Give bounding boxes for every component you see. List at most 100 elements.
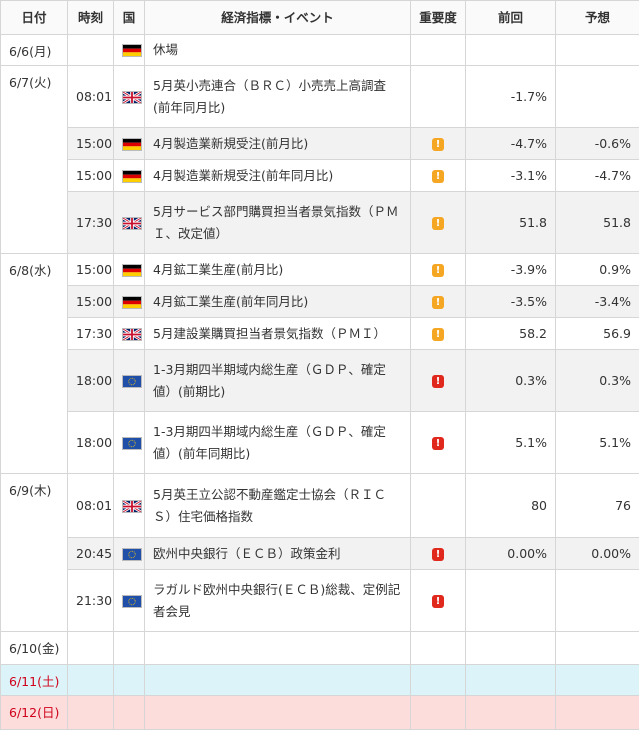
event-cell: 5月英小売連合（ＢＲＣ）小売売上高調査(前年同月比) [144,65,411,128]
header-date: 日付 [0,0,68,35]
table-row: 18:00 1-3月期四半期域内総生産（ＧＤＰ、確定値）(前期比)! 0.3% 0.3… [1,349,639,412]
day-row-empty: 6/11(土) [0,664,639,696]
forecast-cell: 76 [555,473,639,538]
header-forecast: 予想 [555,0,639,35]
time-cell: 08:01 [67,65,114,128]
country-cell [113,191,145,254]
date-cell: 6/8(水) [0,253,68,474]
header-previous: 前回 [465,0,556,35]
empty-cell [67,695,114,730]
empty-cell [410,664,466,696]
forecast-cell [555,569,639,632]
previous-cell: -3.1% [465,159,556,192]
table-row: 6/7(火) 08:01 5月英小売連合（ＢＲＣ）小売売上高調査(前年同月比) -1.… [0,65,639,254]
empty-cell [144,664,411,696]
previous-cell: -3.5% [465,285,556,318]
table-row: 6/6(月) 休場 [0,34,639,66]
event-cell: 1-3月期四半期域内総生産（ＧＤＰ、確定値）(前年同期比) [144,411,411,474]
previous-cell: -1.7% [465,65,556,128]
country-cell [113,285,145,318]
time-cell: 08:01 [67,473,114,538]
eu-flag-icon [122,547,142,561]
time-cell: 20:45 [67,537,114,570]
eu-flag-icon [122,436,142,450]
empty-cell [113,664,145,696]
previous-cell: 58.2 [465,317,556,350]
importance-cell: ! [410,191,466,254]
previous-cell: 80 [465,473,556,538]
header-time: 時刻 [67,0,114,35]
empty-cell [67,664,114,696]
forecast-cell: -4.7% [555,159,639,192]
importance-cell: ! [410,411,466,474]
forecast-cell: 51.8 [555,191,639,254]
event-cell: 休場 [144,34,411,66]
time-cell: 18:00 [67,349,114,412]
previous-cell: 51.8 [465,191,556,254]
time-cell: 15:00 [67,159,114,192]
header-event: 経済指標・イベント [144,0,411,35]
country-cell [113,127,145,160]
previous-cell [465,34,556,66]
forecast-cell: 5.1% [555,411,639,474]
time-cell: 17:30 [67,317,114,350]
high-importance-icon: ! [432,374,444,388]
medium-importance-icon: ! [432,295,444,309]
table-row: 15:00 4月製造業新規受注(前年同月比)! -3.1% -4.7% [1,159,639,192]
forecast-cell: -3.4% [555,285,639,318]
medium-importance-icon: ! [432,137,444,151]
de-flag-icon [122,295,142,309]
date-cell: 6/12(日) [0,695,68,730]
event-cell: 欧州中央銀行（ＥＣＢ）政策金利 [144,537,411,570]
country-cell [113,34,145,66]
previous-cell: -4.7% [465,127,556,160]
empty-cell [465,631,556,665]
table-row: 15:00 4月鉱工業生産(前年同月比)! -3.5% -3.4% [1,285,639,318]
event-cell: 5月建設業購買担当者景気指数（ＰＭＩ） [144,317,411,350]
country-cell [113,569,145,632]
event-cell: 5月英王立公認不動産鑑定士協会（ＲＩＣＳ）住宅価格指数 [144,473,411,538]
de-flag-icon [122,263,142,277]
forecast-cell: -0.6% [555,127,639,160]
date-cell: 6/9(木) [0,473,68,632]
forecast-cell: 0.3% [555,349,639,412]
importance-cell: ! [410,159,466,192]
event-cell: ラガルド欧州中央銀行(ＥＣＢ)総裁、定例記者会見 [144,569,411,632]
event-cell: 5月サービス部門購買担当者景気指数（ＰＭＩ、改定値） [144,191,411,254]
country-cell [113,65,145,128]
empty-cell [67,631,114,665]
previous-cell: 0.3% [465,349,556,412]
importance-cell: ! [410,253,466,286]
event-cell: 4月鉱工業生産(前月比) [144,253,411,286]
country-cell [113,349,145,412]
empty-cell [410,631,466,665]
high-importance-icon: ! [432,547,444,561]
empty-cell [113,695,145,730]
table-row: 18:00 1-3月期四半期域内総生産（ＧＤＰ、確定値）(前年同期比)! 5.1% 5… [1,411,639,474]
date-cell: 6/7(火) [0,65,68,254]
empty-cell [465,695,556,730]
event-cell: 4月製造業新規受注(前月比) [144,127,411,160]
table-row: 21:30 ラガルド欧州中央銀行(ＥＣＢ)総裁、定例記者会見! [1,569,639,632]
uk-flag-icon [122,90,142,104]
importance-cell: ! [410,317,466,350]
medium-importance-icon: ! [432,169,444,183]
date-cell: 6/6(月) [0,34,68,66]
de-flag-icon [122,137,142,151]
importance-cell [410,65,466,128]
time-cell: 15:00 [67,285,114,318]
eu-flag-icon [122,374,142,388]
empty-cell [144,631,411,665]
time-cell [67,34,114,66]
header-importance: 重要度 [410,0,466,35]
date-cell: 6/10(金) [0,631,68,665]
day-row-empty: 6/10(金) [0,631,639,665]
forecast-cell: 0.00% [555,537,639,570]
date-cell: 6/11(土) [0,664,68,696]
importance-cell: ! [410,285,466,318]
previous-cell: 5.1% [465,411,556,474]
table-row: 17:30 5月建設業購買担当者景気指数（ＰＭＩ）! 58.2 56.9 [1,317,639,350]
day-row-empty: 6/12(日) [0,695,639,730]
empty-cell [555,695,639,730]
